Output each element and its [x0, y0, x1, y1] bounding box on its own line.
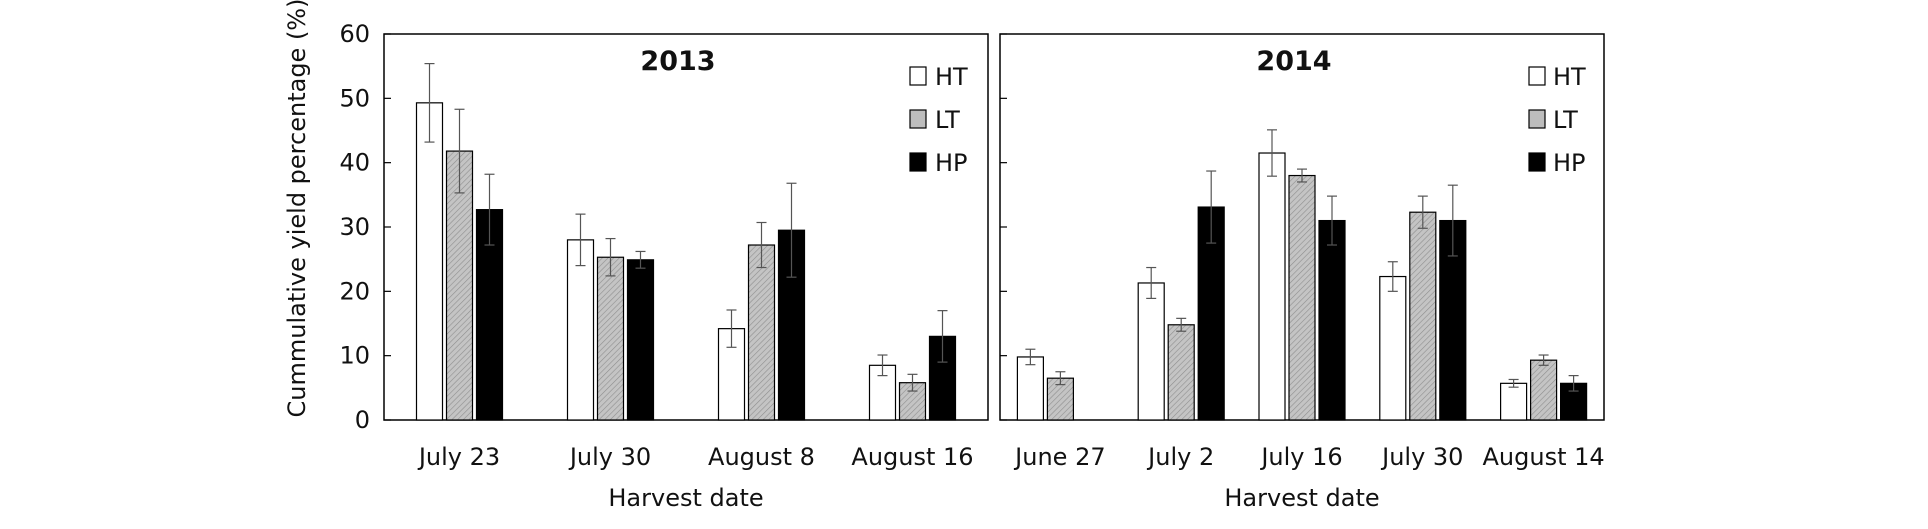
y-tick-label: 20 [339, 277, 370, 305]
legend-label-ht: HT [1553, 63, 1586, 91]
x-tick-label: June 27 [1013, 443, 1105, 471]
legend-label-hp: HP [935, 149, 968, 177]
bar-ht [1379, 275, 1407, 421]
legend-swatch-hp [909, 152, 927, 172]
bar-ht [415, 102, 444, 421]
x-tick-label: August 14 [1483, 443, 1605, 471]
chart-title: 2014 [1256, 46, 1331, 77]
bar-lt [596, 256, 625, 421]
y-tick-label: 40 [339, 149, 370, 177]
chart-panel-2014: 2014 Harvest date June 27 July 2 July 16 July… [999, 33, 1605, 512]
x-tick-label: August 8 [708, 443, 815, 471]
legend-swatch-ht [909, 66, 927, 86]
bar-ht [1499, 382, 1528, 421]
legend-swatch-hp [1528, 152, 1546, 172]
bar-hp [626, 259, 655, 421]
bar-lt [1288, 174, 1316, 421]
bar-hp [475, 209, 504, 421]
y-tick-label: 50 [339, 84, 370, 112]
bar-hp [1318, 219, 1346, 421]
legend-label-lt: LT [935, 106, 960, 134]
x-tick-label: July 30 [1380, 443, 1463, 471]
x-tick-label: July 16 [1259, 443, 1342, 471]
legend-label-ht: HT [935, 63, 968, 91]
x-tick-label: August 16 [851, 443, 973, 471]
legend-label-lt: LT [1553, 106, 1578, 134]
legend-swatch-lt [909, 109, 927, 129]
bar-ht [566, 239, 595, 421]
x-axis-title: Harvest date [1224, 484, 1379, 512]
x-tick-label: July 30 [568, 443, 651, 471]
plot-frame [383, 33, 989, 421]
x-axis-title: Harvest date [608, 484, 763, 512]
chart-panel-2013: 0 10 20 30 40 50 60 2013 Harvest date July 23 July… [339, 20, 989, 512]
legend-swatch-lt [1528, 109, 1546, 129]
bar-lt [1409, 211, 1437, 421]
chart-title: 2013 [640, 46, 715, 77]
bar-ht [1016, 356, 1045, 421]
bar-ht [1258, 152, 1286, 421]
y-axis-title: Cummulative yield percentage (%) [283, 0, 311, 417]
legend-label-hp: HP [1553, 149, 1586, 177]
y-tick-label: 10 [339, 342, 370, 370]
bar-lt [747, 244, 776, 421]
bar-ht [1137, 282, 1165, 421]
y-tick-label: 30 [339, 213, 370, 241]
y-tick-label: 0 [355, 406, 370, 434]
y-tick-label: 60 [339, 20, 370, 48]
bar-lt [1167, 324, 1195, 421]
x-tick-label: July 2 [1146, 443, 1214, 471]
bar-lt [1529, 359, 1558, 421]
legend-swatch-ht [1528, 66, 1546, 86]
x-tick-label: July 23 [417, 443, 500, 471]
